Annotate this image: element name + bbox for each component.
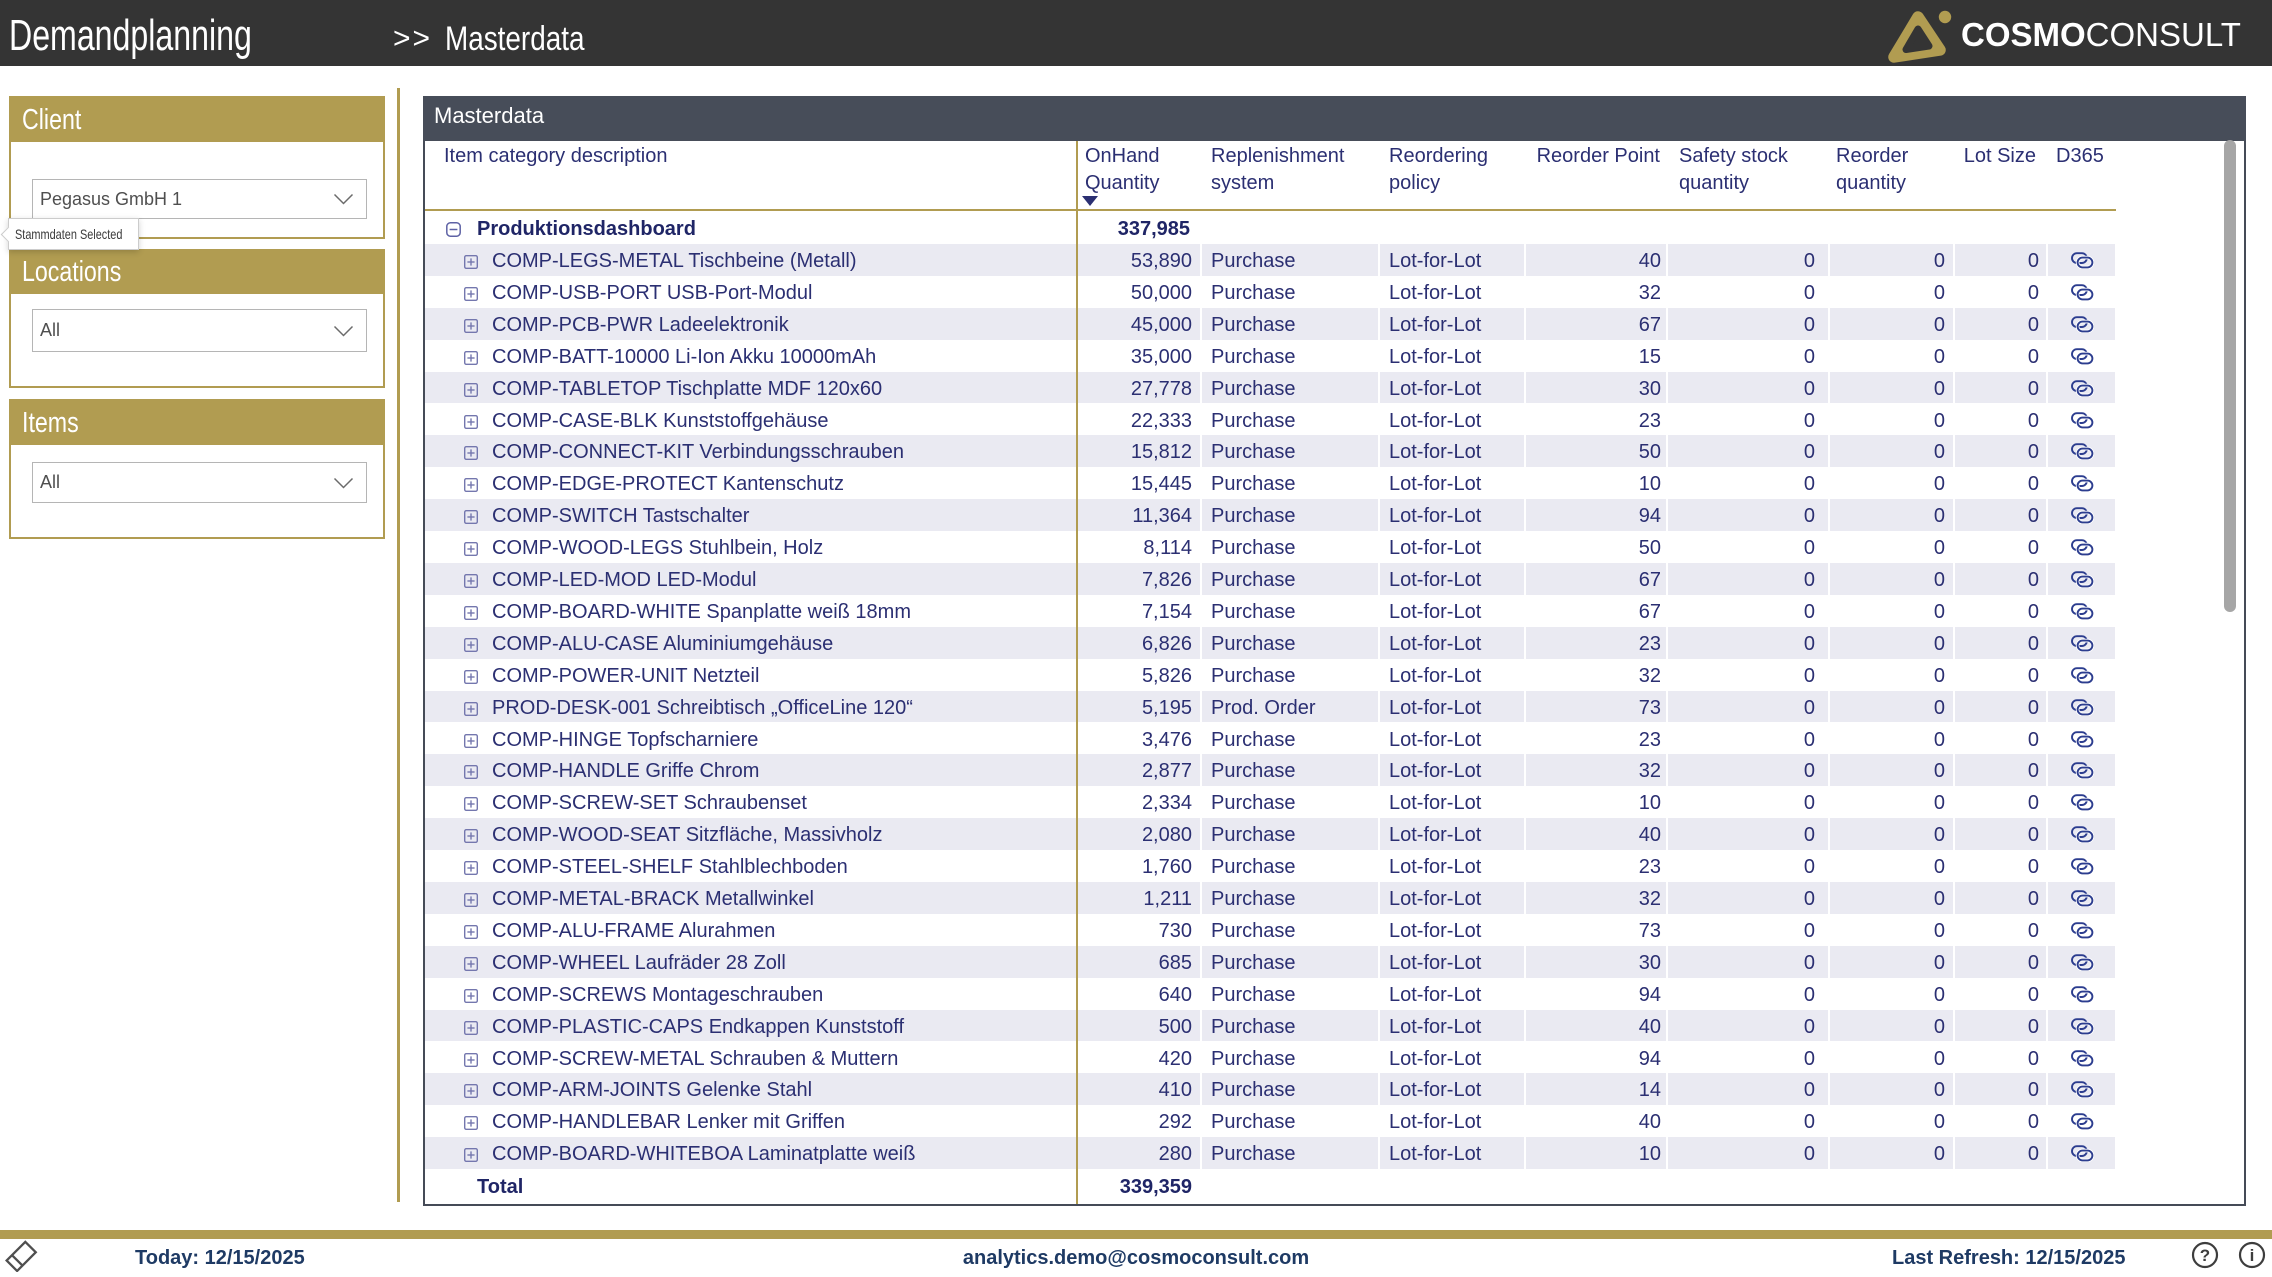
svg-text:i: i <box>2250 1246 2255 1265</box>
svg-text:?: ? <box>2200 1246 2210 1265</box>
